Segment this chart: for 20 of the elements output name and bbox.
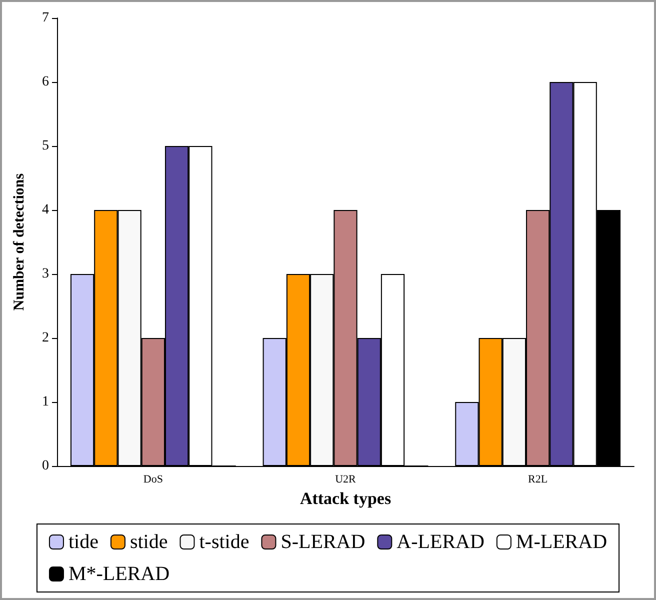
- y-tick-label: 4: [42, 202, 49, 218]
- x-axis-title: Attack types: [300, 488, 392, 508]
- y-tick-label: 6: [42, 74, 49, 90]
- y-tick-label: 5: [42, 138, 49, 154]
- y-tick-label: 3: [42, 266, 49, 282]
- legend-label: tide: [68, 531, 99, 553]
- legend-label: S-LERAD: [280, 531, 366, 553]
- y-tick-label: 1: [42, 394, 49, 410]
- y-tick-label: 2: [42, 330, 49, 346]
- legend-label: stide: [130, 531, 168, 553]
- y-tick-label: 0: [42, 458, 49, 474]
- legend-label: M-LERAD: [516, 531, 608, 553]
- x-tick-label: DoS: [143, 474, 163, 486]
- y-tick-label: 7: [42, 10, 49, 26]
- legend-label: A-LERAD: [396, 531, 484, 553]
- legend-label: t-stide: [199, 531, 250, 553]
- legend-label: M*-LERAD: [68, 563, 170, 585]
- x-tick-label: U2R: [335, 474, 357, 486]
- y-axis-title: Number of detections: [12, 173, 28, 311]
- x-tick-label: R2L: [528, 474, 548, 486]
